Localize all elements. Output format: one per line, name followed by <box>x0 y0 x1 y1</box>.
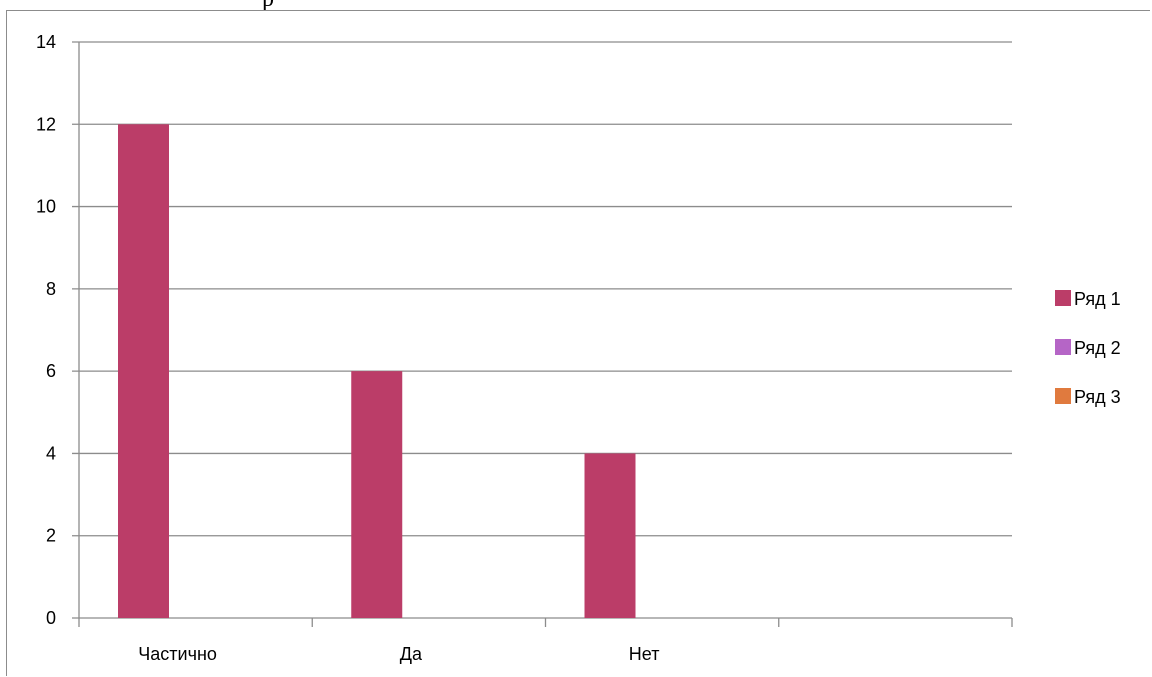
y-tick-label: 0 <box>46 608 56 628</box>
legend-label: Ряд 3 <box>1074 387 1121 407</box>
legend-label: Ряд 2 <box>1074 338 1121 358</box>
legend-swatch <box>1055 388 1071 404</box>
y-tick-label: 12 <box>36 114 56 134</box>
legend-label: Ряд 1 <box>1074 289 1121 309</box>
legend-swatch <box>1055 290 1071 306</box>
y-tick-label: 6 <box>46 361 56 381</box>
y-tick-label: 2 <box>46 526 56 546</box>
legend-swatch <box>1055 339 1071 355</box>
bar <box>584 453 636 618</box>
bar <box>118 124 169 619</box>
bar <box>351 371 403 618</box>
x-tick-label: Да <box>400 644 423 664</box>
chart-frame <box>6 10 1150 676</box>
y-tick-label: 4 <box>46 443 56 463</box>
x-tick-label: Нет <box>629 644 660 664</box>
y-tick-label: 8 <box>46 279 56 299</box>
y-tick-label: 14 <box>36 32 56 52</box>
y-tick-label: 10 <box>36 197 56 217</box>
x-tick-label: Частично <box>138 644 217 664</box>
top-text-fragment: р <box>262 0 274 13</box>
